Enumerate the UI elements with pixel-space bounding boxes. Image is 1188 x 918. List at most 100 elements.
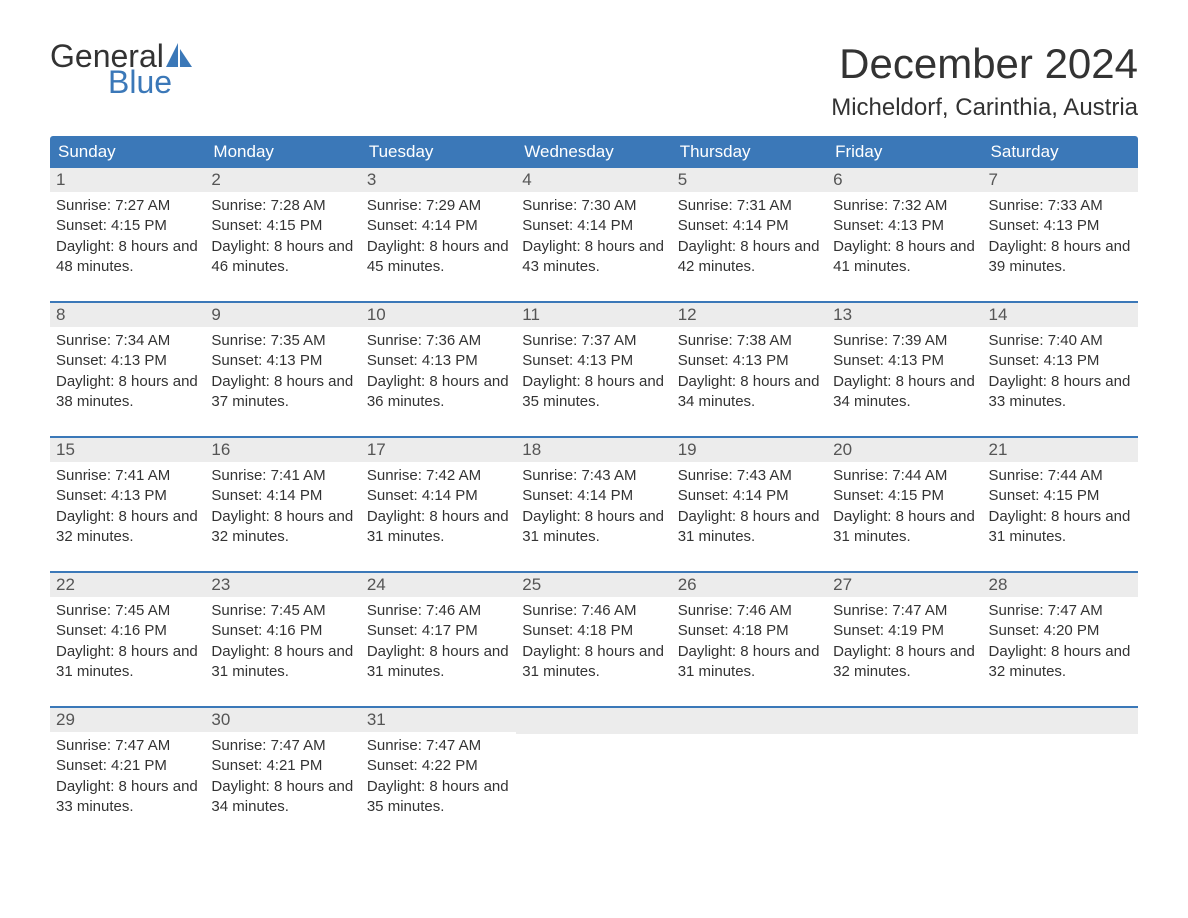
sunrise-line: Sunrise: 7:47 AM <box>833 601 976 621</box>
daylight-line: Daylight: 8 hours and 35 minutes. <box>522 372 665 413</box>
sunset-line: Sunset: 4:13 PM <box>211 351 354 371</box>
day-cell: 20Sunrise: 7:44 AMSunset: 4:15 PMDayligh… <box>827 438 982 547</box>
sunset-line: Sunset: 4:13 PM <box>989 216 1132 236</box>
empty-cell <box>516 708 671 817</box>
daylight-line: Daylight: 8 hours and 46 minutes. <box>211 237 354 278</box>
date-number: 17 <box>361 438 516 462</box>
date-number: 11 <box>516 303 671 327</box>
date-number: 8 <box>50 303 205 327</box>
date-number: 9 <box>205 303 360 327</box>
sunset-line: Sunset: 4:13 PM <box>833 351 976 371</box>
date-number: 28 <box>983 573 1138 597</box>
sunrise-line: Sunrise: 7:45 AM <box>56 601 199 621</box>
day-cell: 8Sunrise: 7:34 AMSunset: 4:13 PMDaylight… <box>50 303 205 412</box>
day-details: Sunrise: 7:39 AMSunset: 4:13 PMDaylight:… <box>827 327 982 412</box>
date-number <box>516 708 671 734</box>
sunrise-line: Sunrise: 7:29 AM <box>367 196 510 216</box>
daylight-line: Daylight: 8 hours and 32 minutes. <box>211 507 354 548</box>
day-details: Sunrise: 7:42 AMSunset: 4:14 PMDaylight:… <box>361 462 516 547</box>
daylight-line: Daylight: 8 hours and 45 minutes. <box>367 237 510 278</box>
date-number: 16 <box>205 438 360 462</box>
daylight-line: Daylight: 8 hours and 41 minutes. <box>833 237 976 278</box>
date-number: 7 <box>983 168 1138 192</box>
date-number: 31 <box>361 708 516 732</box>
day-details: Sunrise: 7:47 AMSunset: 4:22 PMDaylight:… <box>361 732 516 817</box>
day-details: Sunrise: 7:27 AMSunset: 4:15 PMDaylight:… <box>50 192 205 277</box>
day-cell: 12Sunrise: 7:38 AMSunset: 4:13 PMDayligh… <box>672 303 827 412</box>
daylight-line: Daylight: 8 hours and 31 minutes. <box>367 642 510 683</box>
sunset-line: Sunset: 4:15 PM <box>989 486 1132 506</box>
sunrise-line: Sunrise: 7:46 AM <box>367 601 510 621</box>
day-details: Sunrise: 7:47 AMSunset: 4:20 PMDaylight:… <box>983 597 1138 682</box>
date-number <box>672 708 827 734</box>
day-details: Sunrise: 7:41 AMSunset: 4:13 PMDaylight:… <box>50 462 205 547</box>
day-details: Sunrise: 7:32 AMSunset: 4:13 PMDaylight:… <box>827 192 982 277</box>
daylight-line: Daylight: 8 hours and 43 minutes. <box>522 237 665 278</box>
sunset-line: Sunset: 4:13 PM <box>833 216 976 236</box>
sunrise-line: Sunrise: 7:47 AM <box>211 736 354 756</box>
date-number: 12 <box>672 303 827 327</box>
sunset-line: Sunset: 4:14 PM <box>678 486 821 506</box>
date-number: 30 <box>205 708 360 732</box>
daylight-line: Daylight: 8 hours and 35 minutes. <box>367 777 510 818</box>
date-number: 10 <box>361 303 516 327</box>
daylight-line: Daylight: 8 hours and 38 minutes. <box>56 372 199 413</box>
day-cell: 3Sunrise: 7:29 AMSunset: 4:14 PMDaylight… <box>361 168 516 277</box>
daylight-line: Daylight: 8 hours and 32 minutes. <box>56 507 199 548</box>
sunset-line: Sunset: 4:19 PM <box>833 621 976 641</box>
date-number: 4 <box>516 168 671 192</box>
date-number: 26 <box>672 573 827 597</box>
day-details: Sunrise: 7:47 AMSunset: 4:21 PMDaylight:… <box>205 732 360 817</box>
sunset-line: Sunset: 4:14 PM <box>678 216 821 236</box>
day-cell: 7Sunrise: 7:33 AMSunset: 4:13 PMDaylight… <box>983 168 1138 277</box>
day-cell: 29Sunrise: 7:47 AMSunset: 4:21 PMDayligh… <box>50 708 205 817</box>
sunset-line: Sunset: 4:16 PM <box>211 621 354 641</box>
day-cell: 18Sunrise: 7:43 AMSunset: 4:14 PMDayligh… <box>516 438 671 547</box>
sunset-line: Sunset: 4:17 PM <box>367 621 510 641</box>
sunset-line: Sunset: 4:14 PM <box>522 486 665 506</box>
sunset-line: Sunset: 4:13 PM <box>56 486 199 506</box>
daylight-line: Daylight: 8 hours and 31 minutes. <box>833 507 976 548</box>
daylight-line: Daylight: 8 hours and 32 minutes. <box>989 642 1132 683</box>
location: Micheldorf, Carinthia, Austria <box>831 94 1138 122</box>
date-number <box>827 708 982 734</box>
day-cell: 22Sunrise: 7:45 AMSunset: 4:16 PMDayligh… <box>50 573 205 682</box>
sunrise-line: Sunrise: 7:46 AM <box>678 601 821 621</box>
sunset-line: Sunset: 4:21 PM <box>211 756 354 776</box>
date-number: 1 <box>50 168 205 192</box>
sunrise-line: Sunrise: 7:34 AM <box>56 331 199 351</box>
date-number: 22 <box>50 573 205 597</box>
day-cell: 4Sunrise: 7:30 AMSunset: 4:14 PMDaylight… <box>516 168 671 277</box>
logo-text-blue: Blue <box>108 66 172 98</box>
day-cell: 5Sunrise: 7:31 AMSunset: 4:14 PMDaylight… <box>672 168 827 277</box>
sunrise-line: Sunrise: 7:33 AM <box>989 196 1132 216</box>
day-cell: 30Sunrise: 7:47 AMSunset: 4:21 PMDayligh… <box>205 708 360 817</box>
date-number: 6 <box>827 168 982 192</box>
sunrise-line: Sunrise: 7:36 AM <box>367 331 510 351</box>
daylight-line: Daylight: 8 hours and 31 minutes. <box>678 642 821 683</box>
sunrise-line: Sunrise: 7:42 AM <box>367 466 510 486</box>
date-number: 20 <box>827 438 982 462</box>
sunset-line: Sunset: 4:13 PM <box>367 351 510 371</box>
sunrise-line: Sunrise: 7:30 AM <box>522 196 665 216</box>
date-number: 27 <box>827 573 982 597</box>
day-cell: 2Sunrise: 7:28 AMSunset: 4:15 PMDaylight… <box>205 168 360 277</box>
day-details: Sunrise: 7:37 AMSunset: 4:13 PMDaylight:… <box>516 327 671 412</box>
sunset-line: Sunset: 4:14 PM <box>367 486 510 506</box>
daylight-line: Daylight: 8 hours and 31 minutes. <box>989 507 1132 548</box>
sunrise-line: Sunrise: 7:28 AM <box>211 196 354 216</box>
sunrise-line: Sunrise: 7:31 AM <box>678 196 821 216</box>
week-row: 15Sunrise: 7:41 AMSunset: 4:13 PMDayligh… <box>50 436 1138 547</box>
week-row: 8 Sunrise: 7:34 AM Sunset: 4:13 PM Daylight… <box>50 301 1138 412</box>
sunrise-line: Sunrise: 7:47 AM <box>56 736 199 756</box>
date-number: 19 <box>672 438 827 462</box>
sunrise-line: Sunrise: 7:39 AM <box>833 331 976 351</box>
sunset-line: Sunset: 4:16 PM <box>56 621 199 641</box>
day-cell: 28Sunrise: 7:47 AMSunset: 4:20 PMDayligh… <box>983 573 1138 682</box>
daylight-line: Daylight: 8 hours and 42 minutes. <box>678 237 821 278</box>
date-number: 23 <box>205 573 360 597</box>
day-details: Sunrise: 7:46 AMSunset: 4:18 PMDaylight:… <box>516 597 671 682</box>
day-cell: 31Sunrise: 7:47 AMSunset: 4:22 PMDayligh… <box>361 708 516 817</box>
daylight-line: Daylight: 8 hours and 31 minutes. <box>678 507 821 548</box>
sunrise-line: Sunrise: 7:38 AM <box>678 331 821 351</box>
